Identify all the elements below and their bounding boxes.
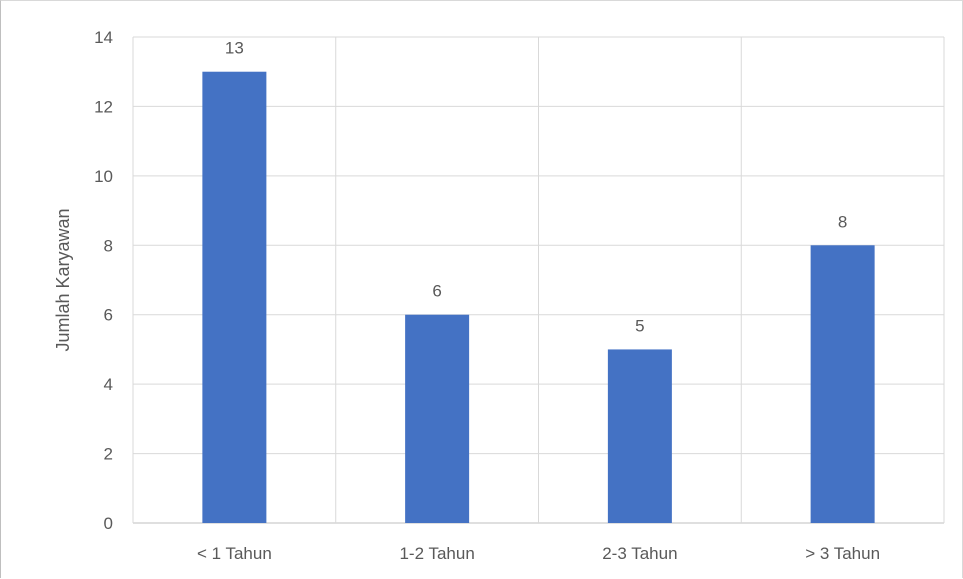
y-tick-label: 2	[104, 445, 113, 464]
x-tick-label: 2-3 Tahun	[602, 544, 677, 563]
x-tick-label: > 3 Tahun	[805, 544, 880, 563]
gridlines	[132, 36, 945, 524]
y-tick-label: 10	[94, 167, 113, 186]
y-axis-tick-labels: 0 2 4 6 8 10 12 14	[94, 28, 113, 533]
y-tick-label: 14	[94, 28, 113, 47]
bars	[202, 71, 875, 524]
bar	[405, 314, 470, 523]
x-tick-label: 1-2 Tahun	[399, 544, 474, 563]
y-tick-label: 0	[104, 514, 113, 533]
y-tick-label: 6	[104, 306, 113, 325]
bar-value-label: 6	[432, 282, 441, 301]
x-tick-label: < 1 Tahun	[197, 544, 272, 563]
bar-value-label: 8	[838, 212, 847, 231]
bar	[607, 349, 672, 523]
y-tick-label: 12	[94, 97, 113, 116]
bar-value-label: 5	[635, 316, 644, 335]
y-tick-label: 4	[104, 375, 113, 394]
bar-value-label: 13	[225, 39, 244, 58]
data-labels: 13 6 5 8	[225, 39, 847, 336]
y-axis-title: Jumlah Karyawan	[53, 208, 73, 351]
y-tick-label: 8	[104, 236, 113, 255]
bar	[810, 245, 875, 524]
bar	[202, 71, 267, 523]
x-axis-tick-labels: < 1 Tahun 1-2 Tahun 2-3 Tahun > 3 Tahun	[197, 544, 880, 563]
